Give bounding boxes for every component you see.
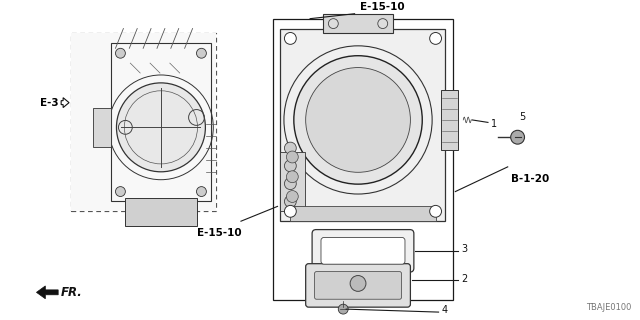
Text: E-15-10: E-15-10 (360, 2, 404, 12)
Circle shape (287, 191, 298, 203)
Circle shape (378, 19, 388, 28)
Circle shape (287, 171, 298, 183)
FancyBboxPatch shape (321, 237, 405, 264)
Bar (71, 34, 216, 211)
Circle shape (429, 33, 442, 44)
Bar (280, 28, 445, 221)
FancyBboxPatch shape (306, 264, 410, 307)
Circle shape (511, 130, 525, 144)
Circle shape (284, 178, 296, 189)
Circle shape (294, 56, 422, 184)
Text: FR.: FR. (61, 286, 83, 299)
Text: B-1-20: B-1-20 (511, 174, 549, 184)
Circle shape (328, 19, 339, 28)
Circle shape (350, 276, 366, 291)
Text: 4: 4 (442, 305, 447, 315)
Bar (273, 19, 453, 300)
FancyArrow shape (36, 286, 58, 299)
Circle shape (284, 33, 296, 44)
Bar (71, 34, 216, 211)
Bar (440, 90, 458, 149)
Bar (291, 206, 436, 221)
Text: E-3: E-3 (40, 98, 58, 108)
Text: 5: 5 (520, 112, 525, 123)
Circle shape (115, 48, 125, 58)
Circle shape (196, 48, 206, 58)
Circle shape (306, 68, 410, 172)
Circle shape (115, 187, 125, 196)
FancyArrow shape (61, 98, 69, 108)
Circle shape (284, 205, 296, 217)
Text: TBAJE0100: TBAJE0100 (586, 303, 631, 312)
Circle shape (339, 304, 348, 314)
Circle shape (429, 205, 442, 217)
FancyBboxPatch shape (312, 229, 414, 272)
Bar (280, 152, 305, 211)
Bar (111, 44, 211, 202)
Text: E-15-10: E-15-10 (196, 228, 241, 238)
Circle shape (284, 196, 296, 207)
Circle shape (287, 151, 298, 163)
Text: 3: 3 (461, 244, 467, 254)
Circle shape (284, 142, 296, 154)
Circle shape (196, 187, 206, 196)
Bar (125, 198, 196, 226)
Text: 2: 2 (461, 274, 468, 284)
FancyBboxPatch shape (315, 272, 401, 299)
Circle shape (284, 160, 296, 172)
Bar (93, 108, 111, 147)
Circle shape (116, 83, 205, 172)
Text: 1: 1 (491, 119, 497, 129)
Bar (323, 14, 392, 34)
